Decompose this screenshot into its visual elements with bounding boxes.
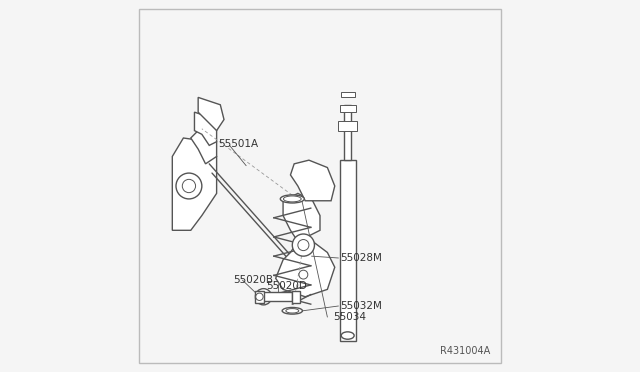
Circle shape [255, 289, 271, 305]
Text: 55028M: 55028M [340, 253, 382, 263]
Bar [263, 292, 292, 301]
Polygon shape [191, 131, 216, 164]
Polygon shape [195, 112, 216, 145]
Ellipse shape [286, 309, 299, 313]
Polygon shape [291, 160, 335, 201]
Bar [339, 121, 357, 131]
Ellipse shape [284, 196, 301, 202]
Polygon shape [283, 193, 320, 241]
Text: 55020B: 55020B [233, 275, 273, 285]
Text: 55020D: 55020D [266, 281, 307, 291]
Circle shape [176, 173, 202, 199]
Bar [340, 105, 356, 112]
Bar [340, 160, 356, 341]
Circle shape [299, 270, 308, 279]
Text: 55501A: 55501A [218, 138, 259, 148]
Bar [340, 92, 355, 97]
Polygon shape [172, 138, 216, 230]
Circle shape [182, 179, 196, 193]
Circle shape [292, 234, 314, 256]
Bar [292, 291, 300, 303]
Circle shape [298, 240, 309, 251]
Bar [255, 291, 264, 303]
Text: 55034: 55034 [333, 312, 366, 322]
Ellipse shape [280, 195, 304, 203]
Polygon shape [198, 97, 224, 131]
Ellipse shape [282, 308, 303, 314]
Text: 55032M: 55032M [340, 301, 382, 311]
Text: R431004A: R431004A [440, 346, 490, 356]
Polygon shape [276, 241, 335, 297]
Ellipse shape [341, 332, 354, 339]
Bar [344, 105, 351, 160]
Circle shape [256, 293, 263, 301]
